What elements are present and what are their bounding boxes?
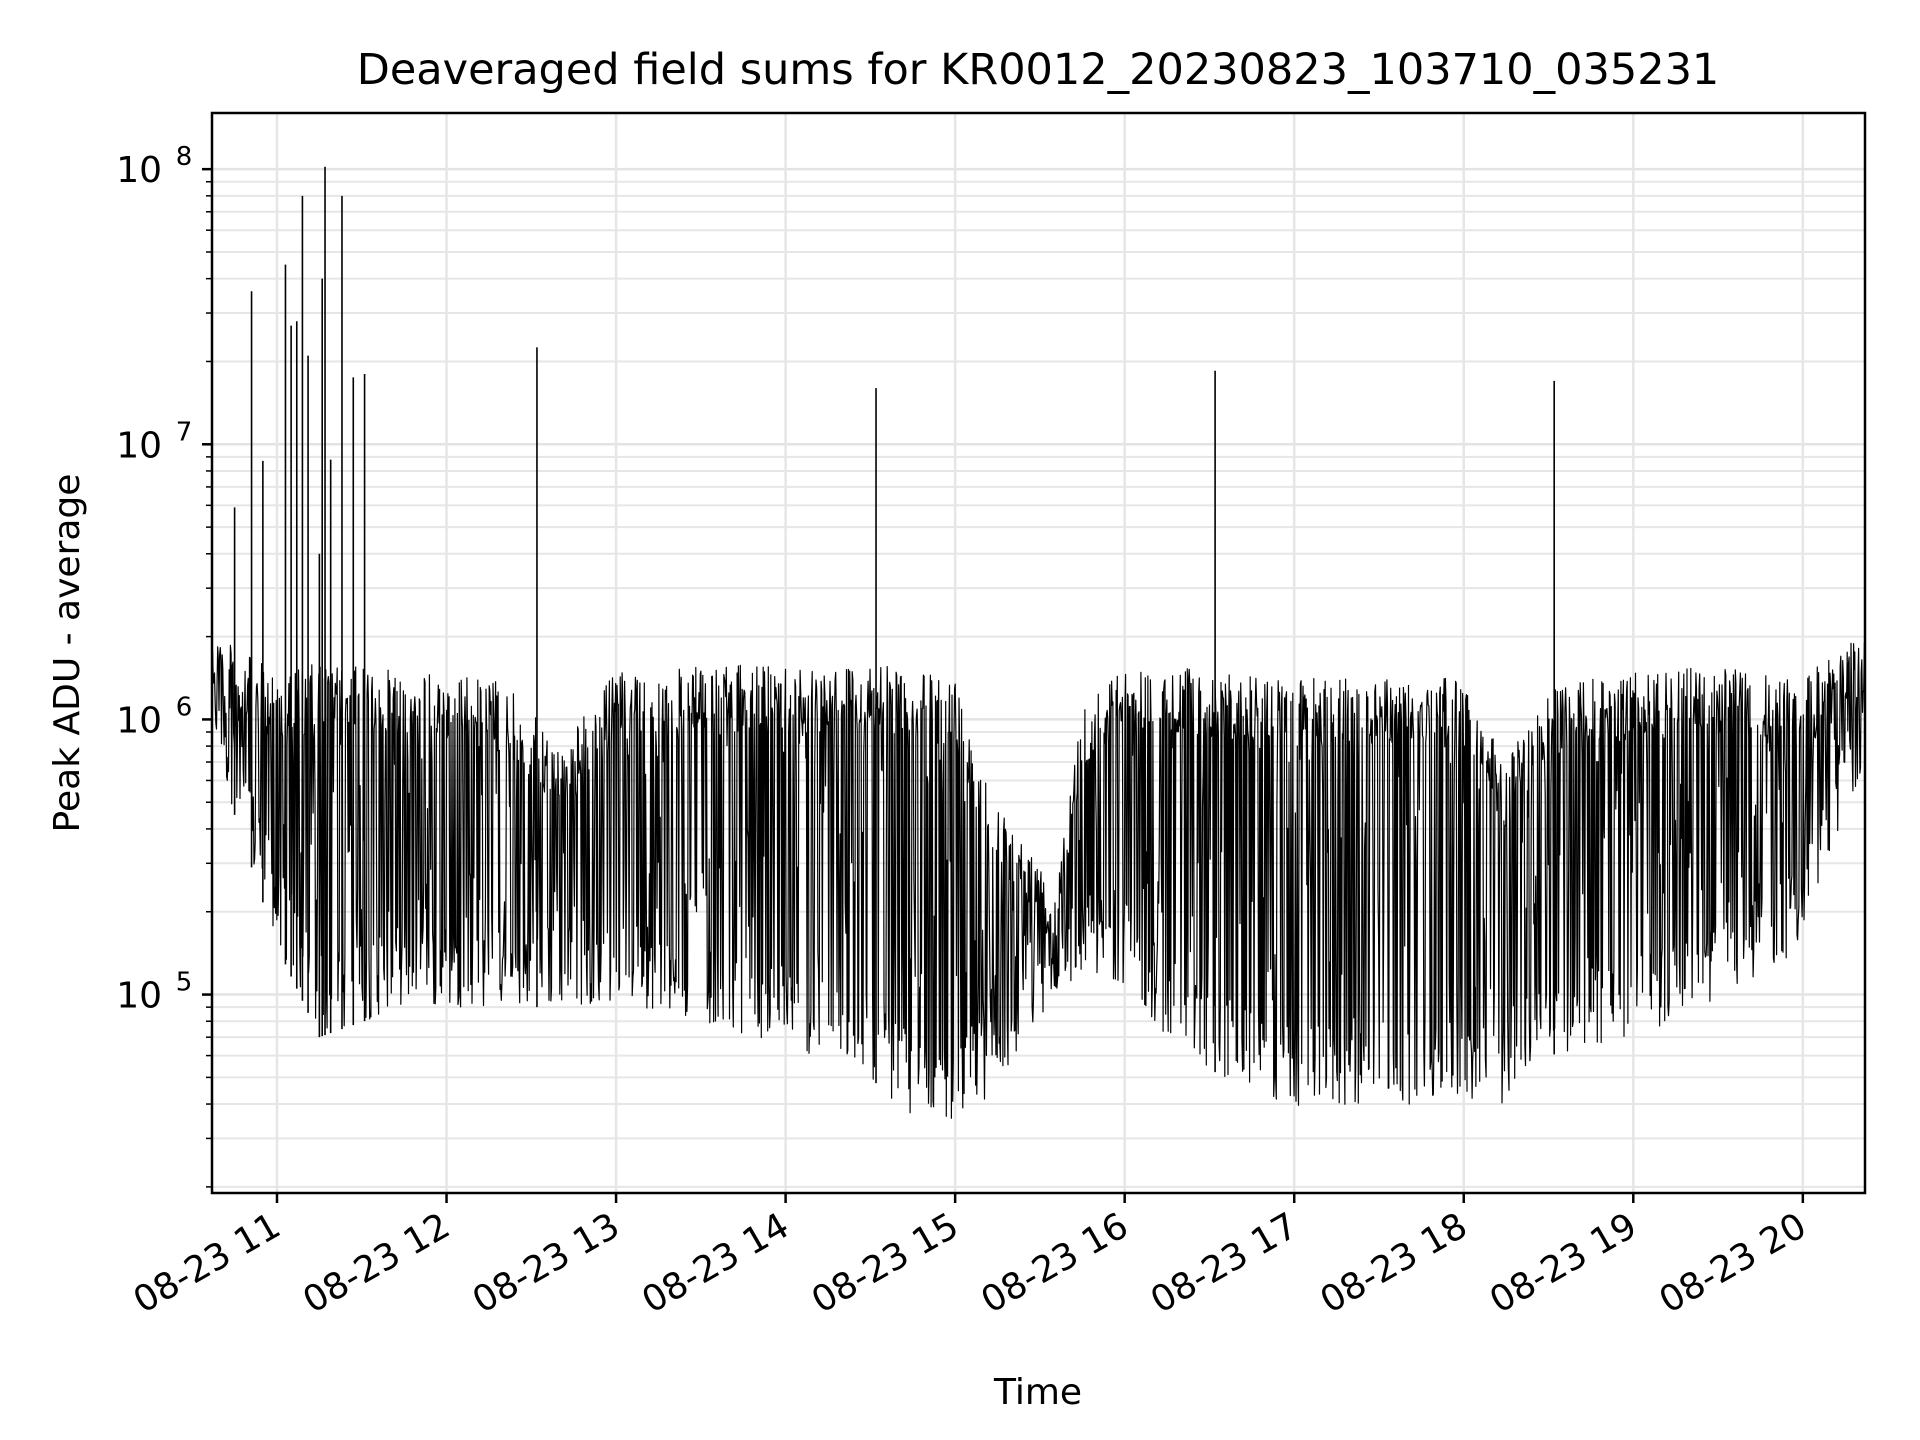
x-axis-label: Time bbox=[993, 1372, 1082, 1413]
y-tick-exponent: 7 bbox=[176, 417, 193, 447]
y-axis: 10 5 10 6 10 7 10 8 bbox=[116, 142, 212, 1188]
y-tick-label: 10 bbox=[116, 425, 162, 466]
plot-frame bbox=[210, 111, 1867, 1195]
signal-path bbox=[211, 642, 1866, 1119]
series-line bbox=[211, 166, 1866, 1119]
y-tick-label: 10 bbox=[116, 150, 162, 191]
y-tick-label: 10 bbox=[116, 976, 162, 1017]
y-tick-exponent: 6 bbox=[176, 692, 193, 722]
y-axis-label: Peak ADU - average bbox=[47, 474, 88, 833]
y-tick-exponent: 5 bbox=[176, 968, 193, 998]
chart-title: Deaveraged field sums for KR0012_2023082… bbox=[357, 45, 1720, 95]
y-tick-exponent: 8 bbox=[176, 142, 193, 172]
y-tick-label: 10 bbox=[116, 700, 162, 741]
